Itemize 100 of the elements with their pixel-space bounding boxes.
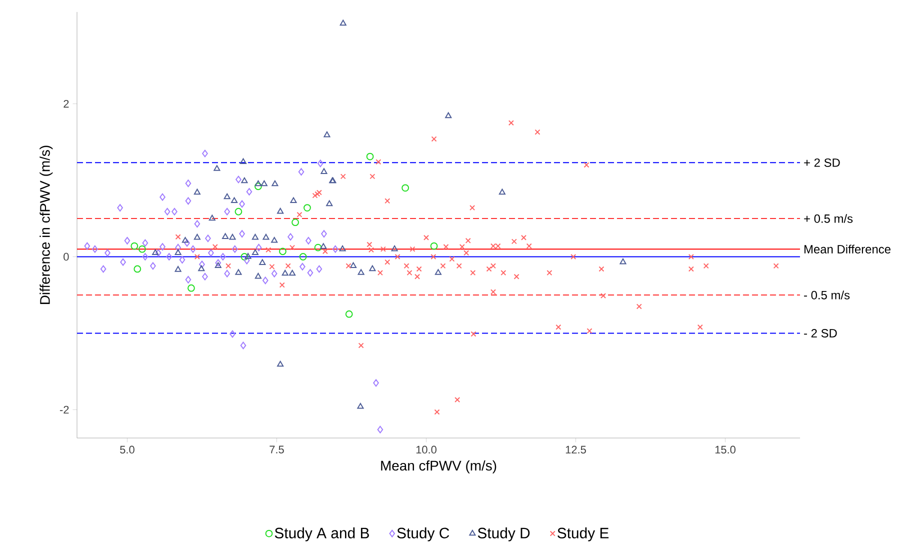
point: [199, 260, 205, 268]
point: [391, 245, 398, 252]
point: [202, 272, 208, 280]
point: [244, 253, 252, 259]
point: [299, 253, 307, 260]
point: [174, 249, 182, 256]
point: [124, 236, 130, 244]
point: [369, 265, 376, 272]
point: [271, 270, 278, 278]
x-tick-label: 7.5: [270, 446, 284, 454]
point: [188, 284, 195, 292]
point: [326, 200, 333, 206]
point: [160, 193, 166, 201]
point: [277, 208, 284, 214]
point: [194, 234, 200, 240]
point: [164, 208, 170, 216]
point: [254, 272, 262, 279]
point: [340, 20, 346, 26]
point: [239, 230, 245, 238]
point: [134, 265, 142, 273]
point: [232, 245, 238, 253]
point: [252, 249, 258, 256]
point: [254, 182, 262, 190]
point: [214, 165, 220, 171]
legend-label: Study A and B: [274, 527, 369, 542]
point: [350, 262, 357, 268]
point: [239, 200, 245, 208]
point: [138, 245, 146, 253]
point: [259, 259, 266, 265]
point: [314, 244, 322, 252]
point: [202, 150, 208, 158]
point: [277, 360, 284, 367]
point: [332, 245, 338, 253]
point: [282, 270, 288, 276]
ref-line-label: Mean Difference: [804, 244, 890, 254]
point: [244, 256, 250, 264]
point: [179, 256, 186, 264]
x-tick-label: 12.5: [566, 446, 586, 454]
point: [184, 239, 190, 247]
point: [142, 253, 148, 260]
point: [175, 244, 181, 252]
point: [620, 258, 626, 264]
ref-line-label: + 0.5 m/s: [804, 214, 853, 223]
point: [358, 269, 364, 275]
point: [208, 214, 216, 221]
y-tick-label: -2: [60, 406, 69, 414]
point: [307, 269, 314, 276]
point: [130, 242, 138, 250]
ref-line-label: - 2 SD: [804, 328, 837, 338]
point: [377, 426, 384, 434]
point: [430, 242, 438, 250]
point: [236, 176, 242, 184]
point: [339, 245, 346, 252]
point: [224, 208, 230, 216]
point: [434, 269, 442, 275]
point: [445, 112, 452, 118]
point: [120, 258, 126, 266]
point: [324, 131, 330, 138]
point: [174, 266, 182, 272]
point: [254, 180, 262, 186]
point: [320, 168, 328, 174]
point: [224, 270, 230, 278]
point: [185, 180, 192, 188]
point: [271, 236, 278, 243]
point: [292, 218, 299, 226]
point: [402, 184, 410, 192]
point: [262, 276, 268, 284]
legend-label: Study C: [397, 527, 450, 542]
point: [235, 269, 242, 275]
x-tick-label: 10.0: [416, 446, 436, 454]
point: [345, 310, 353, 318]
point: [150, 262, 156, 270]
x-tick-label: 15.0: [715, 446, 736, 454]
point: [366, 152, 374, 160]
point: [289, 270, 296, 276]
point: [198, 265, 205, 272]
point: [172, 208, 178, 216]
y-tick-label: 0: [64, 252, 69, 261]
point: [240, 158, 247, 164]
point: [229, 234, 236, 240]
point: [160, 243, 166, 250]
point: [357, 402, 364, 409]
legend-label: Study E: [558, 527, 609, 542]
point: [166, 253, 172, 260]
x-axis-title: Mean cfPWV (m/s): [381, 460, 496, 474]
point: [230, 330, 236, 338]
point: [182, 236, 189, 243]
point: [208, 249, 214, 257]
point: [256, 244, 262, 252]
point: [320, 243, 327, 249]
point: [205, 234, 211, 242]
point: [260, 180, 268, 186]
point: [185, 197, 192, 205]
point: [100, 265, 106, 273]
point: [142, 239, 148, 247]
point: [194, 188, 200, 195]
y-tick-label: 2: [64, 100, 69, 108]
point: [272, 180, 278, 186]
ref-line-label: - 0.5 m/s: [804, 290, 850, 300]
point: [240, 253, 248, 260]
